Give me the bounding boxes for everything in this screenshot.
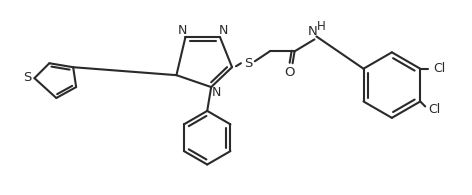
Text: N: N	[219, 24, 228, 37]
Text: N: N	[211, 86, 221, 98]
Text: H: H	[317, 20, 326, 33]
Text: Cl: Cl	[428, 103, 440, 116]
Text: O: O	[284, 66, 295, 79]
Text: Cl: Cl	[433, 62, 446, 75]
Text: S: S	[23, 71, 32, 84]
Text: S: S	[244, 57, 252, 70]
Text: N: N	[177, 24, 187, 37]
Text: N: N	[308, 25, 317, 38]
